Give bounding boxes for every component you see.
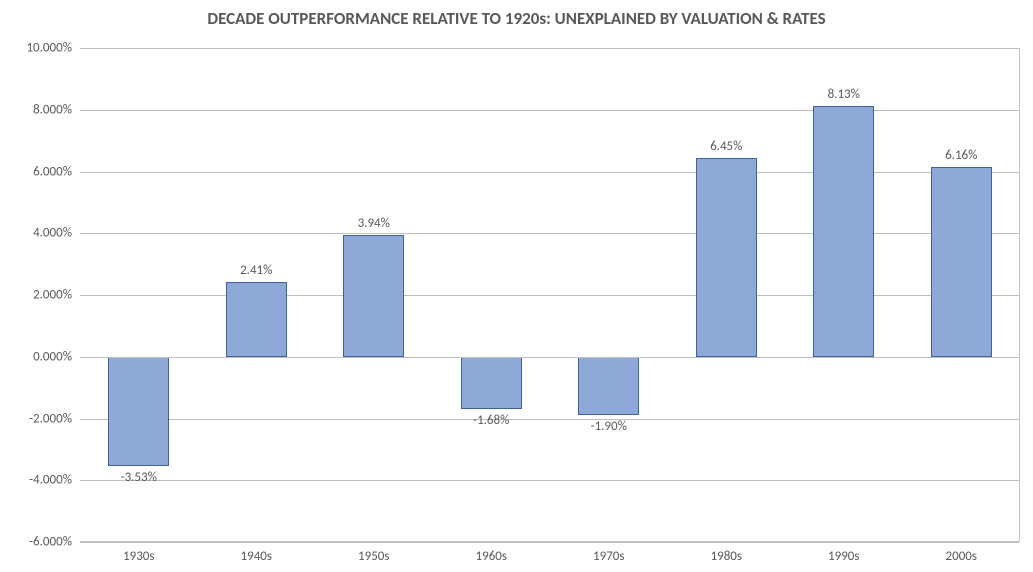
bar: [813, 106, 874, 357]
plot-area: -6.000%-4.000%-2.000%0.000%2.000%4.000%6…: [80, 48, 1020, 542]
bar-value-label: -1.68%: [473, 413, 509, 428]
y-axis-tick-label: 10.000%: [26, 41, 80, 56]
x-axis-tick-label: 1950s: [358, 541, 389, 564]
bar: [343, 235, 404, 357]
bar: [931, 167, 992, 357]
gridline: [80, 233, 1019, 234]
y-axis-tick-label: -2.000%: [29, 411, 80, 426]
bar-value-label: -1.90%: [591, 419, 627, 434]
chart-title: DECADE OUTPERFORMANCE RELATIVE TO 1920s:…: [0, 8, 1033, 29]
x-axis-tick-label: 1970s: [593, 541, 624, 564]
zero-line: [80, 357, 1019, 358]
bar: [578, 357, 639, 416]
gridline: [80, 419, 1019, 420]
gridline: [80, 48, 1019, 49]
x-axis-tick-label: 1960s: [476, 541, 507, 564]
bar: [461, 357, 522, 409]
bar-value-label: 6.45%: [710, 139, 742, 154]
y-axis-tick-label: 8.000%: [33, 102, 80, 117]
bar-value-label: -3.53%: [121, 470, 157, 485]
x-axis-tick-label: 1930s: [123, 541, 154, 564]
outperformance-bar-chart: DECADE OUTPERFORMANCE RELATIVE TO 1920s:…: [0, 0, 1033, 572]
gridline: [80, 110, 1019, 111]
y-axis-tick-label: 0.000%: [33, 349, 80, 364]
bar-value-label: 8.13%: [828, 87, 860, 102]
gridline: [80, 542, 1019, 543]
y-axis-tick-label: 2.000%: [33, 288, 80, 303]
bar: [226, 282, 287, 356]
gridline: [80, 295, 1019, 296]
bar-value-label: 6.16%: [945, 148, 977, 163]
y-axis-tick-label: 4.000%: [33, 226, 80, 241]
x-axis-tick-label: 1990s: [828, 541, 859, 564]
gridline: [80, 172, 1019, 173]
gridline: [80, 480, 1019, 481]
y-axis-tick-label: -6.000%: [29, 535, 80, 550]
bar: [108, 357, 169, 466]
y-axis-tick-label: -4.000%: [29, 473, 80, 488]
x-axis-tick-label: 1980s: [711, 541, 742, 564]
x-axis-tick-label: 2000s: [946, 541, 977, 564]
bar-value-label: 3.94%: [358, 216, 390, 231]
x-axis-tick-label: 1940s: [241, 541, 272, 564]
y-axis-tick-label: 6.000%: [33, 164, 80, 179]
bar-value-label: 2.41%: [240, 263, 272, 278]
bar: [696, 158, 757, 357]
